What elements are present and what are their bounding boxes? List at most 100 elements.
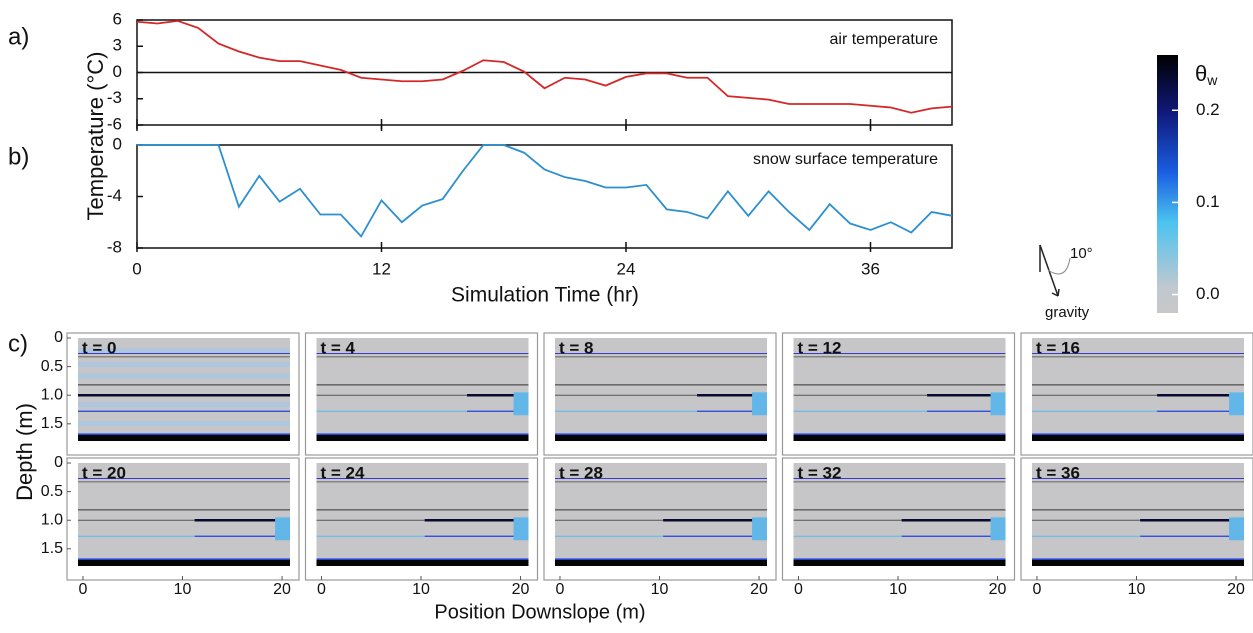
data-line — [136, 19, 953, 114]
panel-title: t = 24 — [321, 463, 365, 482]
wet-column — [275, 517, 290, 541]
basal-layer — [793, 559, 1006, 566]
y-tick-label: 0 — [54, 329, 63, 346]
data-line — [137, 144, 953, 238]
snow-field — [316, 463, 529, 566]
snow-field — [793, 338, 1006, 441]
y-axis-label: Depth (m) — [12, 403, 37, 501]
wet-column — [513, 392, 529, 416]
colorbar-tick-label: 0.1 — [1196, 192, 1220, 211]
colorbar-label: θw — [1195, 61, 1218, 88]
panel-title: t = 16 — [1036, 338, 1080, 357]
panel-title: t = 28 — [559, 463, 603, 482]
x-axis-label: Position Downslope (m) — [434, 601, 645, 623]
x-tick-label: 20 — [512, 581, 530, 598]
wet-band — [78, 362, 290, 368]
x-tick-label: 12 — [372, 259, 391, 278]
water-content-image — [555, 338, 767, 441]
x-tick-label: 10 — [1128, 581, 1146, 598]
y-tick-label: -3 — [107, 88, 122, 107]
colorbar-symbol: θ — [1195, 61, 1207, 86]
wet-column — [990, 517, 1006, 541]
x-tick-label: 10 — [412, 581, 430, 598]
water-content-image — [1032, 338, 1244, 441]
y-tick-label: 0 — [113, 62, 122, 81]
x-tick-label: 20 — [989, 581, 1007, 598]
wet-column — [752, 392, 767, 416]
panel-title: t = 8 — [559, 338, 594, 357]
y-tick-label: -6 — [107, 114, 122, 133]
basal-layer — [555, 434, 767, 441]
y-tick-label: 1.0 — [41, 511, 63, 528]
wet-column — [1229, 392, 1244, 416]
colorbar-subscript: w — [1206, 72, 1218, 88]
gravity-diagram — [1039, 244, 1071, 297]
y-tick-label: 1.5 — [41, 540, 63, 557]
panel-title: t = 20 — [82, 463, 126, 482]
basal-layer — [1032, 434, 1244, 441]
colorbar-tick-label: 0.0 — [1196, 284, 1220, 303]
panel-title: t = 32 — [798, 463, 842, 482]
colorbar — [1157, 55, 1178, 313]
x-tick-label: 20 — [750, 581, 768, 598]
x-tick-label: 0 — [132, 259, 141, 278]
panel-label: a) — [8, 23, 29, 50]
panel-title: t = 4 — [321, 338, 356, 357]
water-content-image — [555, 463, 767, 566]
y-tick-label: -4 — [107, 186, 122, 205]
x-tick-label: 10 — [651, 581, 669, 598]
basal-layer — [793, 434, 1006, 441]
x-tick-label: 0 — [556, 581, 565, 598]
snow-field — [793, 463, 1006, 566]
basal-layer — [78, 559, 290, 566]
arrow-label: gravity — [1045, 304, 1090, 321]
wet-column — [1229, 517, 1244, 541]
y-tick-label: -8 — [107, 237, 122, 256]
x-tick-label: 20 — [273, 581, 291, 598]
snow-field — [316, 338, 529, 441]
x-tick-label: 24 — [617, 259, 636, 278]
annotation: air temperature — [830, 31, 939, 48]
panel-label: b) — [8, 143, 29, 170]
panel-title: t = 36 — [1036, 463, 1080, 482]
y-tick-label: 0 — [54, 454, 63, 471]
basal-layer — [316, 434, 529, 441]
snow-field — [555, 463, 767, 566]
y-tick-label: 0 — [113, 134, 122, 153]
wet-band — [78, 420, 290, 426]
snow-field — [1032, 463, 1244, 566]
y-axis-label: Temperature (°C) — [83, 52, 108, 221]
basal-layer — [1032, 559, 1244, 566]
snow-field — [555, 338, 767, 441]
snow-field — [78, 463, 290, 566]
x-tick-label: 20 — [1227, 581, 1245, 598]
annotation: snow surface temperature — [753, 151, 938, 168]
water-content-image — [793, 463, 1006, 566]
x-tick-label: 0 — [794, 581, 803, 598]
panel-label: c) — [8, 330, 28, 357]
x-tick-label: 10 — [889, 581, 907, 598]
panel-title: t = 0 — [82, 338, 117, 357]
x-tick-label: 0 — [1033, 581, 1042, 598]
water-content-image — [1032, 463, 1244, 566]
water-content-image — [78, 338, 290, 441]
basal-layer — [316, 559, 529, 566]
x-tick-label: 0 — [317, 581, 326, 598]
x-tick-label: 10 — [174, 581, 192, 598]
y-tick-label: 1.5 — [41, 415, 63, 432]
angle-label: 10° — [1070, 245, 1093, 262]
wet-column — [513, 517, 529, 541]
water-content-image — [316, 463, 529, 566]
y-tick-label: 6 — [113, 9, 122, 28]
water-content-image — [793, 338, 1006, 441]
x-tick-label: 36 — [861, 259, 880, 278]
wet-column — [752, 517, 767, 541]
wet-column — [990, 392, 1006, 416]
wet-band — [78, 373, 290, 379]
water-content-image — [316, 338, 529, 441]
y-tick-label: 0.5 — [41, 483, 63, 500]
x-axis-label: Simulation Time (hr) — [451, 284, 639, 307]
x-tick-label: 0 — [79, 581, 88, 598]
panel-title: t = 12 — [798, 338, 842, 357]
